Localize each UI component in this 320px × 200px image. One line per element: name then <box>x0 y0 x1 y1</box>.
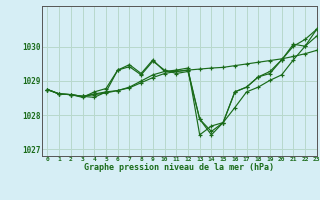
X-axis label: Graphe pression niveau de la mer (hPa): Graphe pression niveau de la mer (hPa) <box>84 163 274 172</box>
